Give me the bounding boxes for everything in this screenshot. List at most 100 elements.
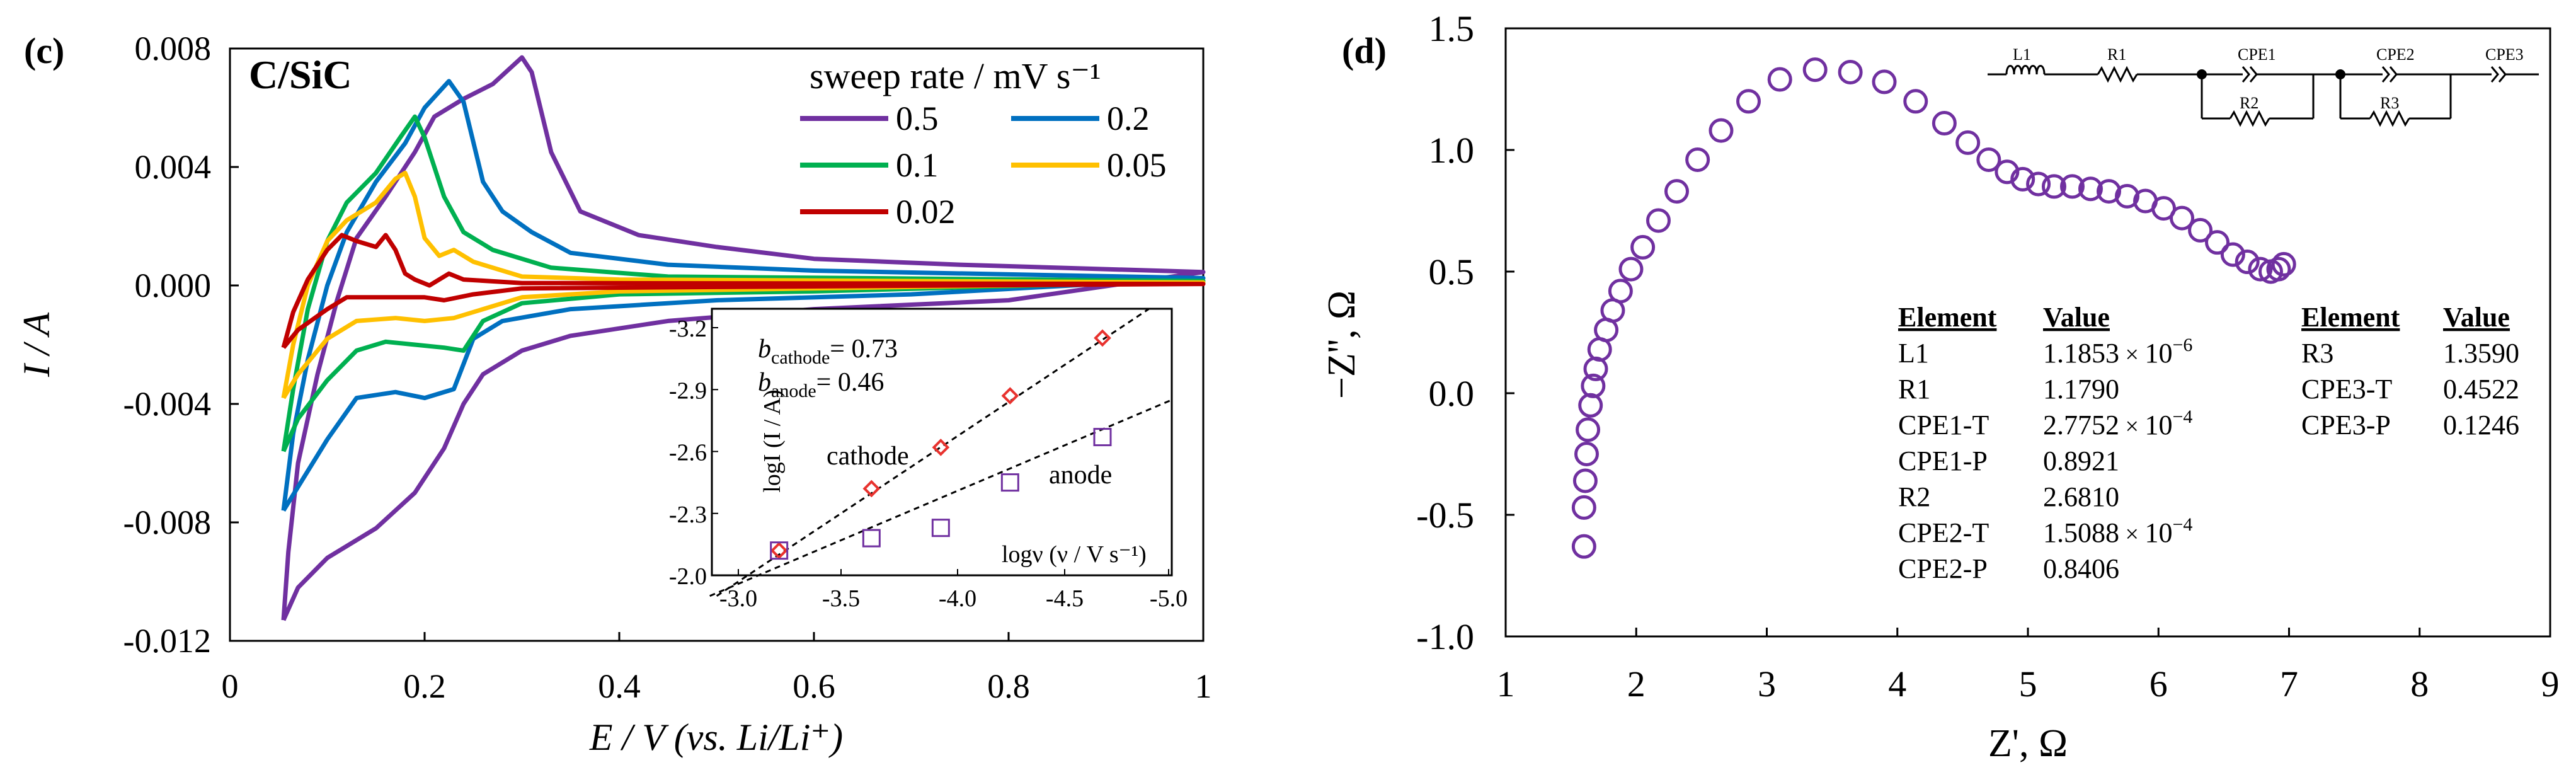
- inset-y-tick-label: -2.3: [669, 502, 707, 528]
- right-row-value: 0.1246: [2443, 410, 2519, 440]
- eis-point: [1955, 130, 1981, 155]
- eis-point: [2115, 183, 2140, 209]
- equivalent-circuit: [1988, 65, 2539, 127]
- left-row-times: ×: [2119, 342, 2144, 368]
- eis-point: [2041, 174, 2066, 199]
- eis-point: [2026, 171, 2051, 197]
- inset-y-tick-label: -2.9: [669, 377, 707, 404]
- d-x-tick-label: 5: [2019, 664, 2037, 704]
- b-anode-symbol: b: [758, 368, 771, 397]
- left-row-mantissa: 0.8921: [2043, 446, 2119, 476]
- eis-point: [2235, 250, 2260, 275]
- panel-c-label: (c): [24, 30, 64, 71]
- left-row-value: 0.8921: [2043, 446, 2119, 476]
- b-anode-subscript: anode: [771, 381, 816, 401]
- d-x-tick-label: 6: [2150, 664, 2168, 704]
- cv-curve-0.2: [281, 79, 1206, 512]
- cv-curve-0.05: [281, 170, 1206, 400]
- eis-point: [2220, 242, 2245, 267]
- eis-point: [1574, 442, 1599, 466]
- panel-d-label: (d): [1342, 30, 1387, 71]
- left-row-mantissa: 1.1790: [2043, 374, 2119, 405]
- left-row-value: 1.1790: [2043, 374, 2119, 405]
- right-row-element: CPE3-P: [2301, 410, 2391, 440]
- eis-point: [2059, 174, 2085, 199]
- left-row-value: 0.8406: [2043, 553, 2119, 584]
- inset-x-label: logν (ν / V s⁻¹): [1002, 541, 1147, 568]
- inset-points: [770, 329, 1112, 560]
- label-cpe2: CPE2: [2376, 45, 2415, 64]
- d-x-tick-label: 1: [1497, 664, 1515, 704]
- legend-label-0.5: 0.5: [896, 100, 939, 137]
- left-row-value: 1.1853 × 10−6: [2043, 335, 2192, 369]
- left-row-power-base: 10: [2144, 517, 2172, 548]
- eis-point: [2096, 179, 2121, 204]
- label-r2: R2: [2240, 94, 2258, 112]
- cathode-point: [862, 480, 881, 498]
- left-row-value: 2.6810: [2043, 481, 2119, 512]
- d-y-tick-label: 1.5: [1429, 8, 1475, 49]
- right-row-mantissa: 0.1246: [2443, 410, 2519, 440]
- table-right-header-element: Element: [2301, 302, 2400, 333]
- left-row-mantissa: 1.1853: [2043, 338, 2119, 369]
- b-cathode-subscript: cathode: [771, 347, 830, 368]
- y-tick-label: -0.004: [123, 385, 211, 423]
- cpe2-symbol: [2381, 66, 2398, 83]
- eis-point: [1932, 111, 1957, 136]
- panel-c-y-ticks: 0.008 0.004 0.000 -0.004 -0.008 -0.012: [123, 30, 239, 660]
- inductor-coil: [2005, 65, 2046, 75]
- left-row-value: 1.5088 × 10−4: [2043, 514, 2192, 548]
- inset-ticks: -3.2-2.9-2.6-2.3-2.0-3.0 -3.5 -4.0 -4.5 -5.0: [669, 316, 1188, 612]
- cathode-point: [770, 541, 788, 560]
- left-row-mantissa: 1.5088: [2043, 517, 2119, 548]
- eis-point: [1903, 89, 1928, 114]
- table-right-header-value: Value: [2443, 302, 2510, 333]
- panel-c-frame: [229, 47, 1205, 642]
- left-row-mantissa: 2.7752: [2043, 410, 2119, 440]
- eis-point: [1571, 495, 1596, 520]
- right-row-mantissa: 0.4522: [2443, 374, 2519, 405]
- left-row-element: CPE1-T: [1898, 410, 1989, 440]
- cathode-point: [1094, 329, 1111, 347]
- d-x-tick-label: 3: [1758, 664, 1776, 704]
- anode-point: [770, 541, 789, 560]
- panel-d-y-ticks: 1.5 1.0 0.5 0.0 -0.5 -1.0: [1416, 8, 1514, 657]
- eis-point: [1685, 147, 1710, 172]
- d-y-tick-label: 0.5: [1429, 251, 1475, 292]
- cv-curve-0.1: [281, 114, 1206, 452]
- right-row-value: 0.4522: [2443, 374, 2519, 405]
- inset-y-label: logI (I / A): [759, 389, 786, 493]
- inset-y-tick-label: -2.6: [669, 440, 707, 466]
- eis-point: [1618, 256, 1644, 282]
- eis-point: [2271, 251, 2296, 277]
- resistor-r2: [2229, 110, 2270, 127]
- panel-d-x-ticks: 1 2 3 4 5 6 7 8 9: [1497, 628, 2560, 704]
- eis-point: [1802, 57, 1828, 83]
- d-x-tick-label: 9: [2541, 664, 2560, 704]
- d-x-tick-label: 7: [2280, 664, 2298, 704]
- cathode-point: [1001, 387, 1019, 405]
- eis-point: [2188, 217, 2213, 243]
- panel-d-y-label: −Z'', Ω: [1320, 290, 1363, 399]
- left-row-exponent: −4: [2172, 406, 2192, 427]
- d-y-tick-label: -0.5: [1416, 495, 1474, 536]
- d-x-tick-label: 8: [2410, 664, 2429, 704]
- label-cpe3: CPE3: [2485, 45, 2524, 64]
- left-row-times: ×: [2119, 521, 2144, 548]
- inset-y-tick-label: -3.2: [669, 316, 707, 342]
- panel-c-x-ticks: 0 0.2 0.4 0.6 0.8 1: [222, 632, 1212, 705]
- d-x-tick-label: 4: [1888, 664, 1906, 704]
- eis-point: [1608, 279, 1633, 304]
- x-tick-label: 1: [1195, 667, 1212, 705]
- right-row-element: R3: [2301, 338, 2333, 369]
- eis-point: [1736, 89, 1761, 114]
- legend-label-0.1: 0.1: [896, 146, 939, 184]
- table-right-rows: R3 1.3590 CPE3-T 0.4522 CPE3-P 0.1246: [2301, 338, 2519, 440]
- table-left-header-element: Element: [1898, 302, 1997, 333]
- left-row-power-base: 10: [2144, 338, 2172, 369]
- right-row-element: CPE3-T: [2301, 374, 2392, 405]
- inset-y-tick-label: -2.0: [669, 563, 707, 590]
- circuit-labels: L1 R1 CPE1 R2 CPE2 R3 CPE3: [2013, 45, 2524, 112]
